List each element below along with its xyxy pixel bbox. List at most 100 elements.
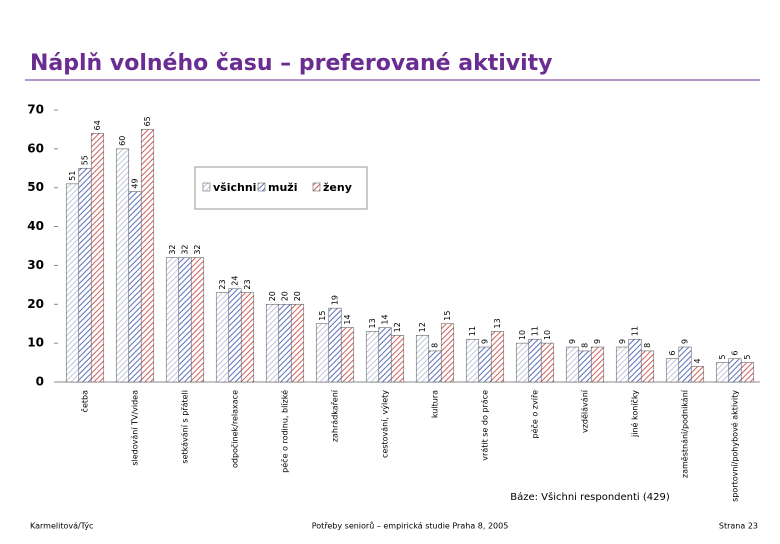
x-tick-label: péče o rodinu, blízké	[280, 390, 290, 473]
y-tick-label: 70	[27, 103, 44, 117]
bar	[90, 133, 105, 383]
value-label: 64	[93, 120, 102, 130]
bar	[690, 366, 705, 383]
bar	[315, 323, 330, 383]
x-tick-label: setkávání s přáteli	[181, 390, 190, 464]
value-label: 60	[118, 136, 127, 146]
value-label: 5	[743, 354, 752, 359]
value-label: 14	[343, 314, 352, 324]
bar	[440, 323, 455, 383]
footer-center: Potřeby seniorů – empirická studie Praha…	[312, 521, 509, 531]
bar	[365, 331, 380, 383]
value-label: 9	[593, 339, 602, 344]
bar	[215, 292, 230, 383]
value-label: 20	[281, 291, 290, 301]
x-tick-label: péče o zvíře	[530, 390, 540, 439]
value-label: 13	[493, 318, 502, 328]
value-label: 24	[231, 276, 240, 286]
legend	[194, 166, 368, 210]
value-label: 51	[68, 171, 77, 181]
bar	[278, 303, 292, 383]
value-label: 23	[218, 279, 227, 289]
y-tick-label: 20	[27, 297, 44, 311]
bar	[515, 342, 530, 383]
bar	[340, 327, 355, 383]
chart-title: Náplň volného času – preferované aktivit…	[30, 51, 553, 76]
bar	[628, 338, 642, 383]
bar	[378, 327, 392, 383]
bar	[78, 167, 92, 383]
legend-label: muži	[268, 181, 297, 194]
y-tick-label: 10	[27, 336, 44, 350]
value-label: 49	[131, 178, 140, 188]
y-tick-label: 50	[27, 180, 44, 194]
value-label: 10	[543, 330, 552, 340]
value-label: 23	[243, 279, 252, 289]
bar	[728, 358, 742, 383]
x-tick-label: kultura	[431, 390, 440, 418]
value-label: 65	[143, 116, 152, 126]
bar	[390, 335, 405, 383]
value-label: 20	[268, 291, 277, 301]
bar	[665, 358, 680, 383]
bar	[465, 338, 480, 383]
footer-left: Karmelitová/Týc	[30, 522, 93, 531]
value-label: 55	[81, 155, 90, 165]
bar	[615, 346, 630, 383]
value-label: 15	[443, 311, 452, 321]
value-label: 9	[568, 339, 577, 344]
bar	[128, 191, 142, 383]
bar	[565, 346, 580, 383]
value-label: 19	[331, 295, 340, 305]
x-tick-label: sportovní/pohybové aktivity	[730, 390, 740, 502]
bar	[190, 257, 205, 383]
value-label: 8	[643, 343, 652, 348]
value-label: 9	[618, 339, 627, 344]
footer-right: Strana 23	[719, 522, 758, 531]
x-tick-label: vrátit se do práce	[481, 390, 490, 461]
bar	[678, 346, 692, 383]
bar	[65, 183, 80, 383]
bar	[228, 288, 242, 383]
value-label: 8	[581, 343, 590, 348]
bar	[115, 148, 130, 383]
legend-swatch	[202, 182, 211, 192]
bar	[140, 129, 155, 383]
bar	[265, 303, 280, 383]
value-label: 32	[181, 244, 190, 254]
value-label: 6	[731, 351, 740, 356]
value-label: 11	[631, 326, 640, 336]
bar	[478, 346, 492, 383]
bar	[740, 362, 755, 383]
x-tick-label: jiné koníčky	[630, 390, 640, 438]
bar	[328, 307, 342, 383]
x-tick-label: vzdělávání	[581, 389, 590, 433]
bar	[715, 362, 730, 383]
y-tick-label: 30	[27, 258, 44, 272]
value-label: 32	[193, 244, 202, 254]
bar	[428, 350, 442, 383]
bar	[240, 292, 255, 383]
legend-swatch	[257, 182, 266, 192]
x-tick-label: zahrádkaření	[331, 389, 340, 442]
y-tick-label: 60	[27, 141, 44, 155]
value-label: 9	[481, 339, 490, 344]
legend-label: všichni	[213, 181, 256, 194]
bar	[415, 335, 430, 383]
bar	[490, 331, 505, 383]
bar	[640, 350, 655, 383]
value-label: 13	[368, 318, 377, 328]
value-label: 10	[518, 330, 527, 340]
note: Báze: Všichni respondenti (429)	[510, 491, 670, 503]
x-tick-label: četba	[80, 390, 90, 413]
value-label: 8	[431, 343, 440, 348]
bar	[540, 342, 555, 383]
legend-swatch	[312, 182, 321, 192]
legend-label: ženy	[323, 181, 352, 194]
value-label: 5	[718, 354, 727, 359]
x-tick-label: zaměstnání/podnikání	[681, 389, 690, 478]
x-tick-label: odpočinek/relaxace	[230, 390, 240, 468]
value-label: 32	[168, 244, 177, 254]
value-label: 20	[293, 291, 302, 301]
